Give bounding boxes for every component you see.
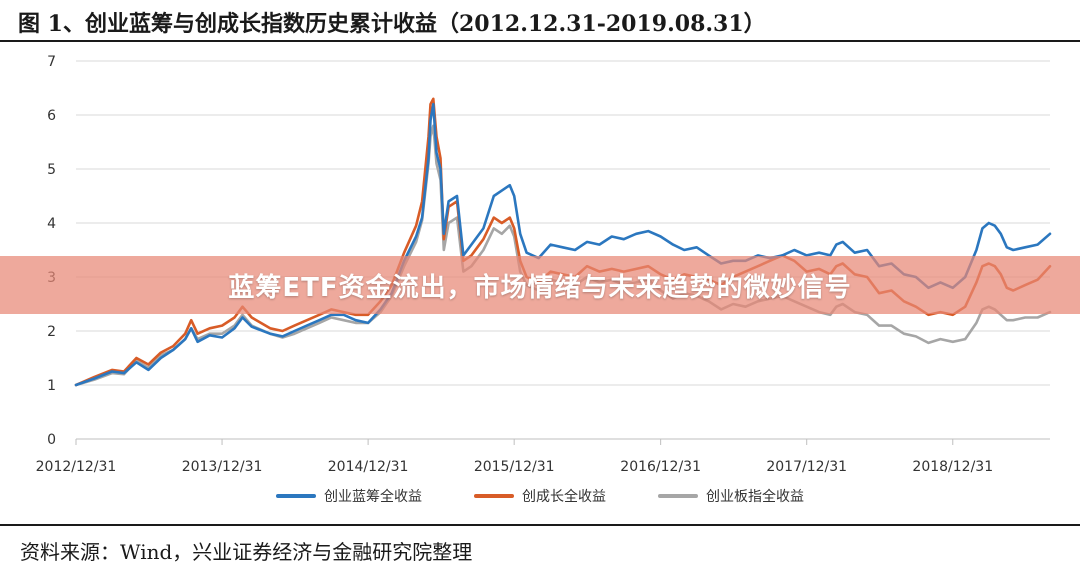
x-tick-label: 2013/12/31 (182, 459, 263, 475)
title-divider (0, 40, 1080, 42)
banner-headline: 蓝筹ETF资金流出，市场情绪与未来趋势的微妙信号 (228, 272, 852, 303)
chart-title: 图 1、创业蓝筹与创成长指数历史累计收益（2012.12.31-2019.08.… (18, 11, 766, 37)
series-line-0 (74, 102, 1052, 387)
headline-banner: 蓝筹ETF资金流出，市场情绪与未来趋势的微妙信号 (0, 256, 1080, 314)
y-tick-label: 6 (47, 108, 56, 124)
x-tick-label: 2018/12/31 (912, 459, 993, 475)
y-tick-label: 1 (47, 378, 56, 394)
legend: 创业蓝筹全收益 创成长全收益 创业板指全收益 (0, 486, 1080, 506)
series-line-1 (74, 97, 1052, 387)
legend-item-blue: 创业蓝筹全收益 (276, 486, 422, 506)
axes: 012345672012/12/312013/12/312014/12/3120… (36, 54, 1050, 475)
legend-label: 创成长全收益 (522, 489, 606, 505)
x-tick-label: 2015/12/31 (474, 459, 555, 475)
y-tick-label: 4 (47, 216, 56, 232)
x-tick-label: 2012/12/31 (36, 459, 117, 475)
legend-item-gray: 创业板指全收益 (658, 486, 804, 506)
source-note: 资料来源：Wind，兴业证券经济与金融研究院整理 (20, 540, 473, 564)
legend-swatch-orange (474, 494, 514, 498)
y-tick-label: 2 (47, 324, 56, 340)
y-tick-label: 5 (47, 162, 56, 178)
legend-item-orange: 创成长全收益 (474, 486, 606, 506)
x-tick-label: 2017/12/31 (766, 459, 847, 475)
line-chart: 012345672012/12/312013/12/312014/12/3120… (36, 54, 1052, 475)
y-tick-label: 0 (47, 432, 56, 448)
x-tick-label: 2014/12/31 (328, 459, 409, 475)
x-tick-label: 2016/12/31 (620, 459, 701, 475)
legend-swatch-gray (658, 494, 698, 498)
y-tick-label: 7 (47, 54, 56, 70)
series-lines (74, 97, 1052, 387)
legend-swatch-blue (276, 494, 316, 498)
legend-label: 创业蓝筹全收益 (324, 489, 422, 505)
legend-label: 创业板指全收益 (706, 489, 804, 505)
source-divider (0, 524, 1080, 526)
